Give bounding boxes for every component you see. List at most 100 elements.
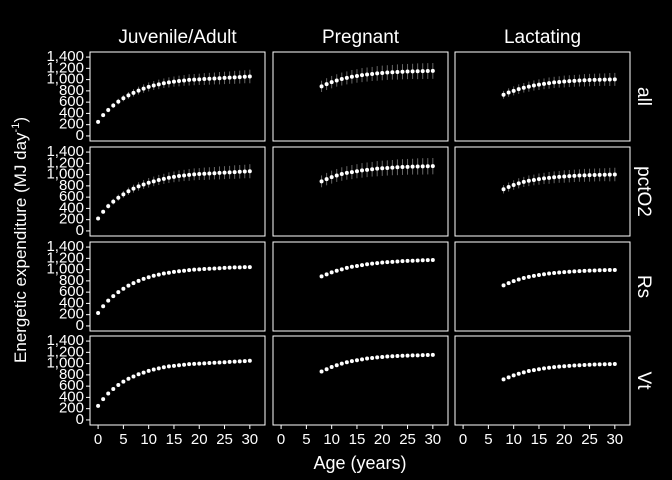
y-tick-label: 1,400	[46, 48, 84, 65]
y-tick-label: 400	[59, 104, 84, 121]
point	[131, 374, 136, 379]
point	[151, 273, 156, 278]
point	[390, 259, 395, 264]
point	[202, 77, 207, 82]
point	[420, 164, 425, 169]
point	[242, 74, 247, 79]
panel	[272, 335, 449, 426]
point	[607, 362, 612, 367]
x-axis-label: Age (years)	[313, 453, 406, 473]
point	[395, 353, 400, 358]
point	[237, 169, 242, 174]
point	[187, 172, 192, 177]
point	[197, 267, 202, 272]
point	[136, 278, 141, 283]
point	[212, 171, 217, 176]
x-tick-label: 10	[505, 431, 522, 448]
point	[146, 368, 151, 373]
point	[360, 263, 365, 268]
point	[542, 272, 547, 277]
point	[385, 260, 390, 265]
point	[121, 96, 126, 101]
point	[612, 267, 617, 272]
point	[116, 195, 121, 200]
point	[354, 263, 359, 268]
point	[151, 83, 156, 88]
point	[531, 368, 536, 373]
point	[227, 170, 232, 175]
x-tick-label: 25	[581, 431, 598, 448]
point	[511, 88, 516, 93]
y-tick-label: 1,200	[46, 343, 84, 360]
point	[156, 82, 161, 87]
point	[182, 78, 187, 83]
y-tick-label: 1,000	[46, 71, 84, 88]
point	[587, 268, 592, 273]
point	[395, 69, 400, 74]
point	[415, 353, 420, 358]
point	[552, 175, 557, 180]
point	[380, 354, 385, 359]
x-tick-label: 30	[241, 431, 258, 448]
y-axis-label-main: Energetic expenditure (MJ day	[11, 132, 30, 363]
y-tick-label: 800	[59, 82, 84, 99]
point	[400, 259, 405, 264]
point	[232, 265, 237, 270]
point	[202, 361, 207, 366]
point	[202, 267, 207, 272]
point	[567, 174, 572, 179]
point	[602, 268, 607, 273]
point	[552, 365, 557, 370]
point	[242, 359, 247, 364]
point	[582, 173, 587, 178]
point	[430, 164, 435, 169]
point	[572, 363, 577, 368]
point	[141, 182, 146, 187]
point	[552, 80, 557, 85]
point	[516, 371, 521, 376]
column-label: Pregnant	[322, 27, 400, 48]
point	[329, 364, 334, 369]
point	[577, 78, 582, 83]
y-tick-label: 400	[59, 388, 84, 405]
point	[237, 265, 242, 270]
point	[121, 192, 126, 197]
point	[187, 268, 192, 273]
point	[207, 171, 212, 176]
point	[141, 86, 146, 91]
point	[587, 78, 592, 83]
point	[567, 363, 572, 368]
point	[415, 164, 420, 169]
point	[501, 377, 506, 382]
point	[136, 88, 141, 93]
point	[380, 70, 385, 75]
point	[156, 177, 161, 182]
point	[106, 204, 111, 209]
point	[161, 176, 166, 181]
point	[212, 360, 217, 365]
point	[395, 259, 400, 264]
point	[349, 264, 354, 269]
point	[531, 273, 536, 278]
point	[126, 283, 131, 288]
y-tick-label: 0	[76, 127, 84, 144]
y-tick-label: 600	[59, 93, 84, 110]
point	[136, 184, 141, 189]
point	[597, 268, 602, 273]
point	[151, 179, 156, 184]
point	[187, 77, 192, 82]
point	[375, 166, 380, 171]
point	[207, 361, 212, 366]
point	[237, 359, 242, 364]
point	[166, 270, 171, 275]
point	[420, 353, 425, 358]
point	[405, 69, 410, 74]
point	[365, 262, 370, 267]
point	[542, 366, 547, 371]
panel	[454, 241, 631, 332]
point	[171, 79, 176, 84]
point	[582, 268, 587, 273]
x-tick-label: 30	[606, 431, 623, 448]
x-tick-label: 20	[374, 431, 391, 448]
y-tick-label: 400	[59, 294, 84, 311]
